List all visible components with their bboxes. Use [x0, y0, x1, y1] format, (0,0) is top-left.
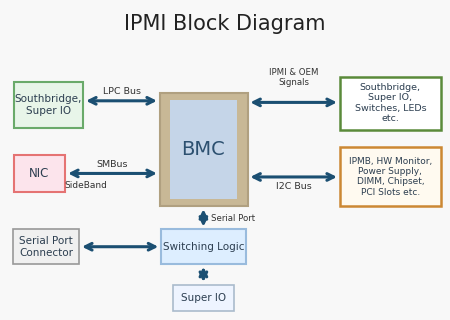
Text: LPC Bus: LPC Bus [103, 87, 140, 96]
FancyBboxPatch shape [170, 100, 237, 199]
Text: BMC: BMC [181, 140, 225, 159]
Text: Serial Port: Serial Port [211, 214, 255, 223]
Text: I2C Bus: I2C Bus [275, 182, 311, 191]
FancyBboxPatch shape [14, 155, 65, 192]
Text: SMBus: SMBus [97, 160, 128, 169]
Text: Southbridge,
Super IO,
Switches, LEDs
etc.: Southbridge, Super IO, Switches, LEDs et… [355, 83, 426, 123]
Text: Southbridge,
Super IO: Southbridge, Super IO [15, 94, 82, 116]
FancyBboxPatch shape [160, 93, 248, 206]
FancyBboxPatch shape [340, 77, 441, 130]
Text: IPMI Block Diagram: IPMI Block Diagram [124, 14, 326, 35]
Text: SideBand: SideBand [64, 181, 107, 190]
Text: IPMB, HW Monitor,
Power Supply,
DIMM, Chipset,
PCI Slots etc.: IPMB, HW Monitor, Power Supply, DIMM, Ch… [349, 157, 432, 197]
Text: Serial Port
Connector: Serial Port Connector [19, 236, 73, 258]
FancyBboxPatch shape [173, 285, 234, 311]
Text: Switching Logic: Switching Logic [162, 242, 244, 252]
FancyBboxPatch shape [161, 229, 246, 264]
Text: NIC: NIC [29, 167, 50, 180]
FancyBboxPatch shape [14, 82, 83, 128]
FancyBboxPatch shape [340, 147, 441, 206]
Text: IPMI & OEM
Signals: IPMI & OEM Signals [269, 68, 318, 87]
Text: Super IO: Super IO [181, 293, 226, 303]
FancyBboxPatch shape [13, 229, 79, 264]
